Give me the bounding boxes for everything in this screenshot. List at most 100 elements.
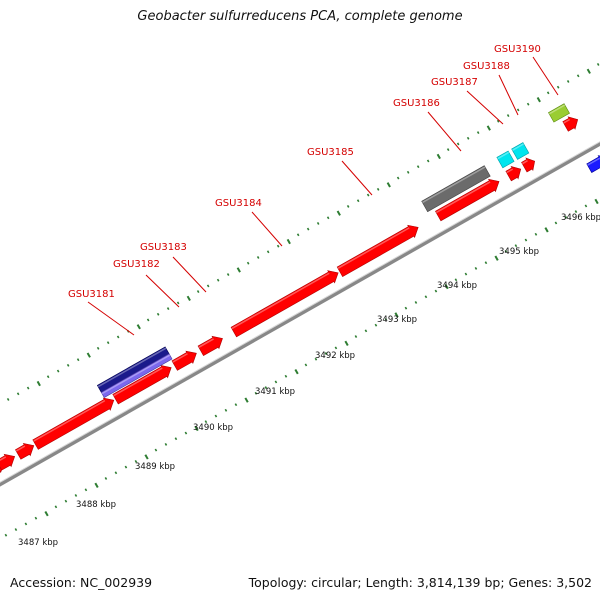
tick-mark xyxy=(6,397,10,401)
inner-tick-marks xyxy=(4,198,599,537)
tick-mark xyxy=(164,442,168,446)
genome-backbone xyxy=(0,141,600,487)
tick-mark xyxy=(364,329,368,333)
tick-mark xyxy=(556,85,560,89)
tick-mark xyxy=(514,244,518,248)
tick-mark xyxy=(84,488,88,492)
tick-mark xyxy=(404,306,408,310)
tick-mark xyxy=(474,266,478,270)
tick-mark xyxy=(416,165,420,169)
tick-mark xyxy=(596,63,600,66)
gene-label: GSU3188 xyxy=(463,61,510,72)
tick-mark xyxy=(554,221,558,225)
callout-line xyxy=(466,90,504,125)
gene-label: GSU3181 xyxy=(68,289,115,300)
tick-mark xyxy=(414,301,418,304)
kbp-label: 3495 kbp xyxy=(499,247,539,257)
gene-block-gray xyxy=(421,165,491,213)
tick-mark xyxy=(544,227,549,233)
tick-mark xyxy=(476,131,480,135)
gene-label: GSU3186 xyxy=(393,98,440,109)
tick-mark xyxy=(134,459,138,463)
tick-mark xyxy=(224,408,228,412)
kbp-label: 3492 kbp xyxy=(315,351,355,361)
tick-mark xyxy=(46,375,50,379)
tick-mark xyxy=(236,267,241,273)
tick-mark xyxy=(264,386,268,390)
gene-block-cyan xyxy=(496,150,515,169)
tick-mark xyxy=(376,187,380,191)
tick-mark xyxy=(174,437,178,441)
tick-mark xyxy=(456,142,460,146)
map-title: Geobacter sulfurreducens PCA, complete g… xyxy=(137,9,463,24)
tick-mark xyxy=(254,391,258,395)
gene-arrow xyxy=(562,116,579,132)
gene-block-lime xyxy=(548,103,570,123)
tick-mark xyxy=(56,369,60,373)
tick-mark xyxy=(184,431,188,435)
tick-mark xyxy=(406,170,410,174)
tick-mark xyxy=(566,80,570,83)
tick-mark xyxy=(256,256,260,259)
tick-mark xyxy=(144,454,149,460)
kbp-label: 3489 kbp xyxy=(135,462,175,472)
tick-mark xyxy=(276,244,280,248)
gene-callouts: GSU3181 GSU3182 GSU3183 GSU3184 GSU3185 GSU31… xyxy=(68,44,559,336)
tick-mark xyxy=(586,68,591,74)
tick-mark xyxy=(66,363,70,367)
callout-line xyxy=(532,56,559,96)
tick-mark xyxy=(94,482,99,488)
tick-mark xyxy=(354,335,358,338)
tick-mark xyxy=(86,352,91,358)
tick-mark xyxy=(534,232,538,236)
tick-mark xyxy=(124,465,128,469)
tick-mark xyxy=(76,358,80,362)
tick-mark xyxy=(34,516,38,520)
outer-tick-marks xyxy=(6,63,600,401)
tick-mark xyxy=(394,312,399,318)
callout-line xyxy=(427,111,462,152)
tick-mark xyxy=(464,272,468,276)
gene-block-lavender xyxy=(100,353,173,398)
callout-line xyxy=(251,211,283,247)
tick-mark xyxy=(216,278,220,282)
tick-mark xyxy=(424,295,428,299)
gene-arrow xyxy=(521,157,536,173)
tick-mark xyxy=(524,238,528,242)
kbp-scale: 3487 kbp 3488 kbp 3489 kbp 3490 kbp 3491 kbp… xyxy=(18,213,600,548)
tick-mark xyxy=(546,91,550,95)
tick-mark xyxy=(196,290,200,293)
tick-mark xyxy=(454,278,458,282)
tick-mark xyxy=(294,369,299,375)
tick-mark xyxy=(344,340,349,347)
callout-line xyxy=(172,256,207,293)
tick-mark xyxy=(214,414,218,418)
tick-mark xyxy=(234,403,238,407)
tick-mark xyxy=(384,318,388,321)
gene-block-cyan xyxy=(511,142,530,160)
gene-arrow xyxy=(197,335,223,356)
gene-arrow xyxy=(0,453,16,471)
tick-mark xyxy=(246,261,250,265)
tick-mark xyxy=(506,114,510,117)
tick-mark xyxy=(316,221,320,225)
tick-mark xyxy=(494,255,499,261)
tick-mark xyxy=(324,352,328,355)
callout-line xyxy=(145,274,180,308)
tick-mark xyxy=(16,392,20,396)
tick-mark xyxy=(386,182,391,188)
tick-mark xyxy=(336,210,341,216)
tick-mark xyxy=(584,204,588,208)
tick-mark xyxy=(176,301,180,305)
accession-text: Accession: NC_002939 xyxy=(10,575,153,590)
gene-arrow xyxy=(171,350,197,371)
tick-mark xyxy=(156,312,160,316)
gene-label: GSU3183 xyxy=(140,242,187,253)
tick-mark xyxy=(326,216,330,220)
kbp-label: 3494 kbp xyxy=(437,281,477,291)
tick-mark xyxy=(574,210,578,214)
tick-mark xyxy=(374,323,378,327)
tick-mark xyxy=(356,199,360,203)
tick-mark xyxy=(266,250,270,254)
gene-arrow-blue xyxy=(586,155,600,173)
